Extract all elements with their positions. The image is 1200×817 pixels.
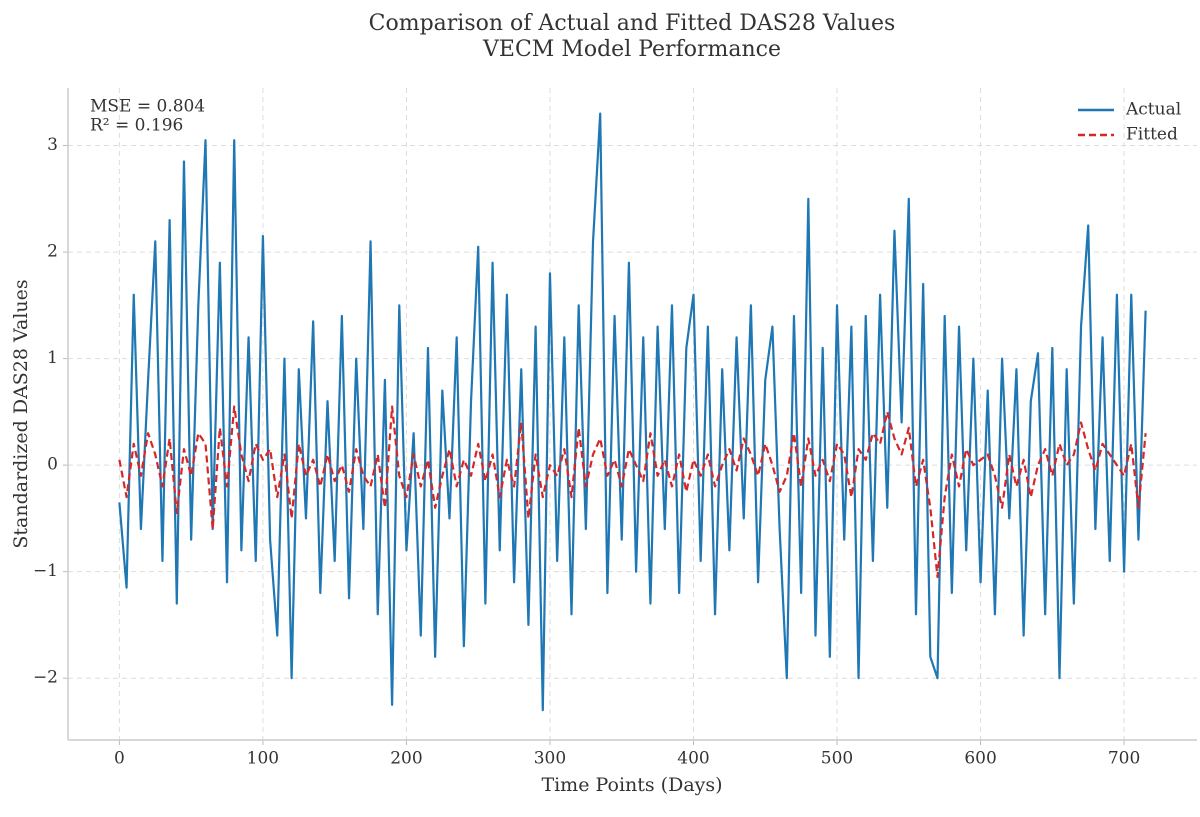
y-axis-label: Standardized DAS28 Values xyxy=(10,279,32,548)
x-tick-label: 400 xyxy=(677,749,709,769)
x-tick-label: 600 xyxy=(964,749,996,769)
line-series xyxy=(118,112,1147,712)
legend-label: Fitted xyxy=(1126,125,1178,145)
legend-label: Actual xyxy=(1125,100,1181,120)
x-axis-label: Time Points (Days) xyxy=(541,774,722,796)
y-tick-label: 1 xyxy=(47,348,58,368)
y-tick-label: −2 xyxy=(33,668,58,688)
line-series xyxy=(118,405,1147,579)
x-tick-label: 0 xyxy=(114,749,125,769)
annotation: R² = 0.196 xyxy=(90,116,183,136)
chart-title: Comparison of Actual and Fitted DAS28 Va… xyxy=(369,11,896,36)
x-tick-label: 300 xyxy=(534,749,566,769)
x-tick-label: 700 xyxy=(1108,749,1140,769)
y-tick-label: 3 xyxy=(47,135,58,155)
x-tick-label: 200 xyxy=(390,749,422,769)
annotation: MSE = 0.804 xyxy=(90,97,205,117)
chart-subtitle: VECM Model Performance xyxy=(482,37,781,62)
y-tick-label: 0 xyxy=(47,455,58,475)
x-tick-label: 100 xyxy=(247,749,279,769)
x-tick-label: 500 xyxy=(821,749,853,769)
y-tick-label: 2 xyxy=(47,242,58,262)
y-tick-label: −1 xyxy=(33,561,58,581)
